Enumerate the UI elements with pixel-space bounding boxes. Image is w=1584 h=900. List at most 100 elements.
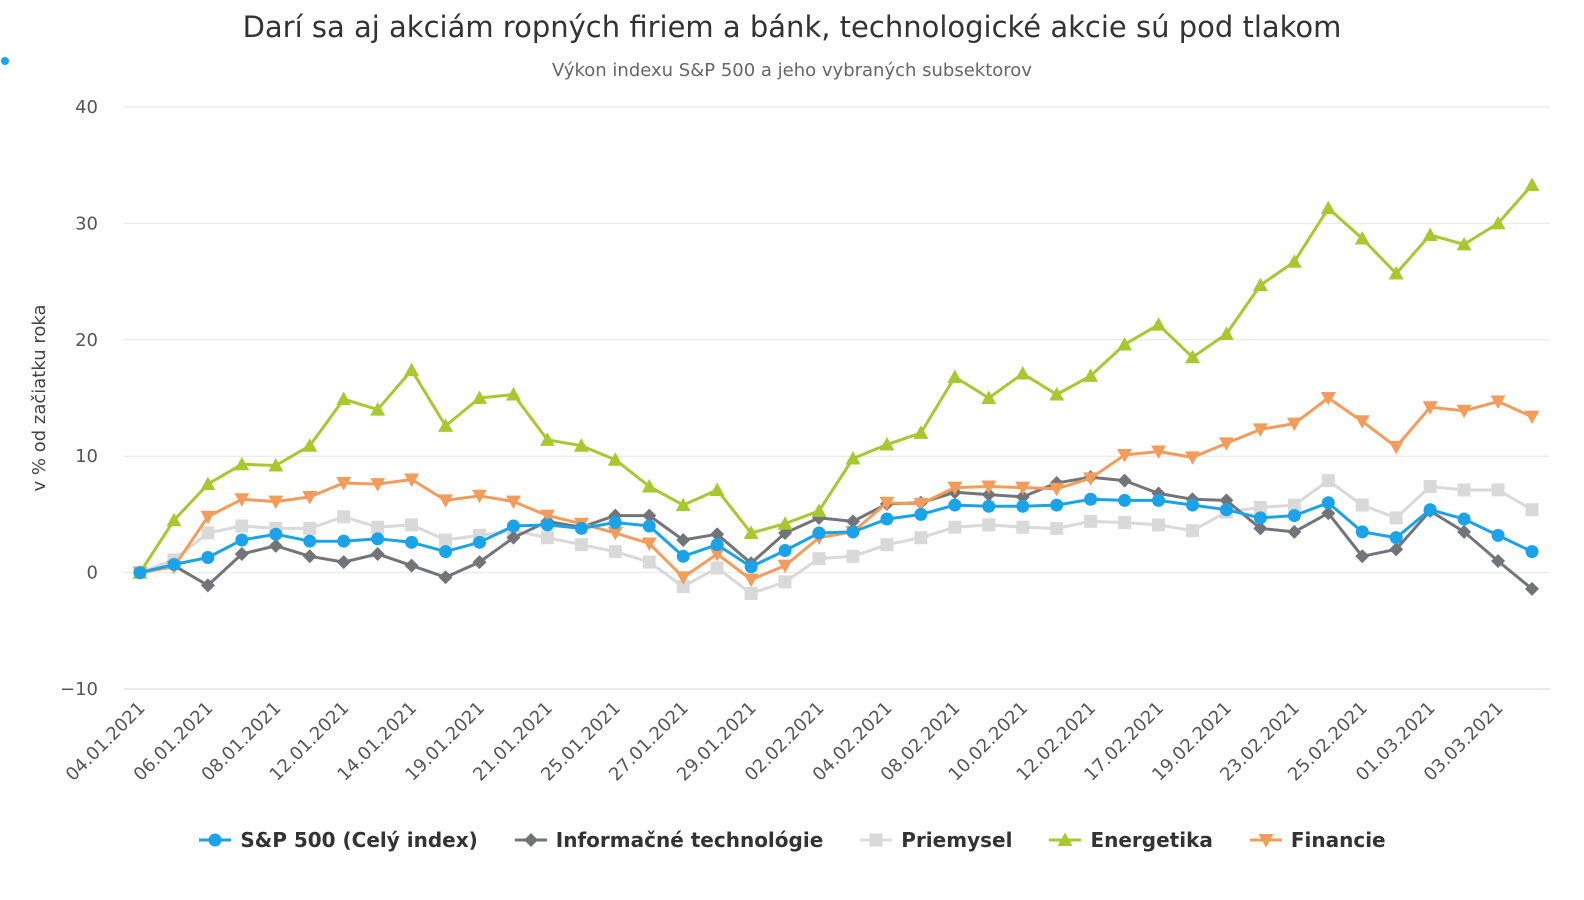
data-point bbox=[743, 525, 759, 540]
data-point bbox=[539, 432, 555, 446]
data-point bbox=[439, 545, 453, 559]
data-point bbox=[1422, 227, 1438, 242]
data-point bbox=[1184, 451, 1200, 465]
legend-symbol bbox=[1249, 834, 1282, 848]
data-point bbox=[1049, 482, 1065, 497]
data-point bbox=[1525, 503, 1539, 517]
data-point bbox=[811, 503, 827, 517]
data-point bbox=[1286, 254, 1302, 268]
data-point bbox=[1083, 368, 1099, 382]
data-point bbox=[845, 451, 861, 465]
data-point bbox=[302, 490, 318, 505]
data-point bbox=[1422, 401, 1438, 415]
data-point bbox=[506, 519, 520, 533]
data-point bbox=[1015, 366, 1031, 380]
legend-marker bbox=[1258, 834, 1274, 848]
data-point bbox=[371, 520, 385, 534]
data-point bbox=[1355, 498, 1369, 512]
data-point bbox=[1184, 349, 1200, 364]
data-point bbox=[1117, 336, 1133, 351]
data-point bbox=[234, 493, 250, 507]
data-point bbox=[540, 531, 554, 545]
data-point bbox=[268, 495, 284, 510]
data-point bbox=[1457, 512, 1471, 526]
legend-item-energetika[interactable]: Energetika bbox=[1048, 828, 1213, 852]
data-point bbox=[235, 519, 249, 533]
data-point bbox=[675, 571, 691, 585]
data-point bbox=[981, 390, 997, 404]
data-point bbox=[676, 580, 690, 594]
data-point bbox=[1252, 277, 1268, 292]
data-point bbox=[336, 555, 351, 570]
data-point bbox=[405, 518, 419, 532]
data-point bbox=[201, 526, 215, 540]
data-point bbox=[505, 495, 521, 510]
legend-symbol bbox=[860, 833, 893, 847]
series-layer bbox=[132, 177, 1540, 601]
y-tick-label: 30 bbox=[75, 213, 98, 234]
legend-item-priemysel[interactable]: Priemysel bbox=[859, 828, 1012, 852]
data-point bbox=[710, 561, 724, 575]
data-point bbox=[234, 456, 250, 471]
legend-marker bbox=[869, 833, 883, 847]
data-point bbox=[982, 499, 996, 513]
data-point bbox=[1389, 511, 1403, 525]
data-point bbox=[642, 555, 656, 569]
data-point bbox=[1185, 524, 1199, 538]
data-point bbox=[200, 510, 216, 525]
legend-label: Priemysel bbox=[901, 828, 1013, 852]
data-point bbox=[1320, 200, 1336, 215]
data-point bbox=[914, 531, 928, 545]
data-point bbox=[1490, 395, 1506, 409]
data-point bbox=[676, 533, 691, 548]
data-point bbox=[1287, 498, 1301, 512]
data-point bbox=[1050, 498, 1064, 512]
data-point bbox=[642, 508, 657, 523]
data-point bbox=[574, 538, 588, 552]
data-point bbox=[710, 538, 724, 552]
data-point bbox=[778, 543, 792, 557]
data-point bbox=[1016, 499, 1030, 513]
data-point bbox=[1117, 449, 1133, 463]
data-point bbox=[744, 587, 758, 601]
data-point bbox=[1321, 506, 1336, 521]
legend-label: S&P 500 (Celý index) bbox=[240, 828, 478, 852]
data-point bbox=[812, 552, 826, 566]
data-point bbox=[948, 520, 962, 534]
legend-item-s-p-500-cely-index[interactable]: S&P 500 (Celý index) bbox=[198, 828, 478, 852]
data-point bbox=[743, 573, 759, 588]
data-point bbox=[1016, 520, 1030, 534]
data-point bbox=[812, 526, 826, 540]
data-point bbox=[1525, 581, 1539, 596]
data-point bbox=[880, 538, 894, 552]
data-point bbox=[1354, 415, 1370, 429]
y-tick-label: 10 bbox=[75, 446, 98, 467]
data-point bbox=[676, 549, 690, 563]
data-point bbox=[268, 458, 284, 472]
data-point bbox=[1286, 417, 1302, 432]
data-point bbox=[200, 476, 216, 491]
legend: S&P 500 (Celý index) Informačné technológ… bbox=[0, 828, 1584, 852]
data-point bbox=[846, 549, 860, 563]
data-point bbox=[608, 516, 622, 530]
data-point bbox=[947, 481, 963, 496]
data-point bbox=[913, 425, 929, 439]
legend-item-financie[interactable]: Financie bbox=[1249, 828, 1386, 852]
data-point bbox=[1491, 528, 1505, 542]
data-point bbox=[404, 362, 420, 377]
data-point bbox=[709, 482, 725, 496]
data-point bbox=[1320, 392, 1336, 406]
series-line bbox=[138, 479, 1534, 596]
data-point bbox=[268, 538, 283, 553]
data-point bbox=[1015, 489, 1030, 504]
data-point bbox=[1218, 437, 1234, 451]
data-point bbox=[845, 514, 860, 529]
grid-layer bbox=[124, 106, 1550, 690]
data-point bbox=[1389, 542, 1404, 557]
data-point bbox=[1218, 326, 1234, 340]
data-point bbox=[1423, 503, 1437, 517]
legend-item-informacne-technologie[interactable]: Informačné technológie bbox=[514, 828, 823, 852]
data-point bbox=[302, 438, 318, 452]
data-point bbox=[1355, 549, 1370, 564]
y-tick-label: 20 bbox=[75, 330, 98, 351]
